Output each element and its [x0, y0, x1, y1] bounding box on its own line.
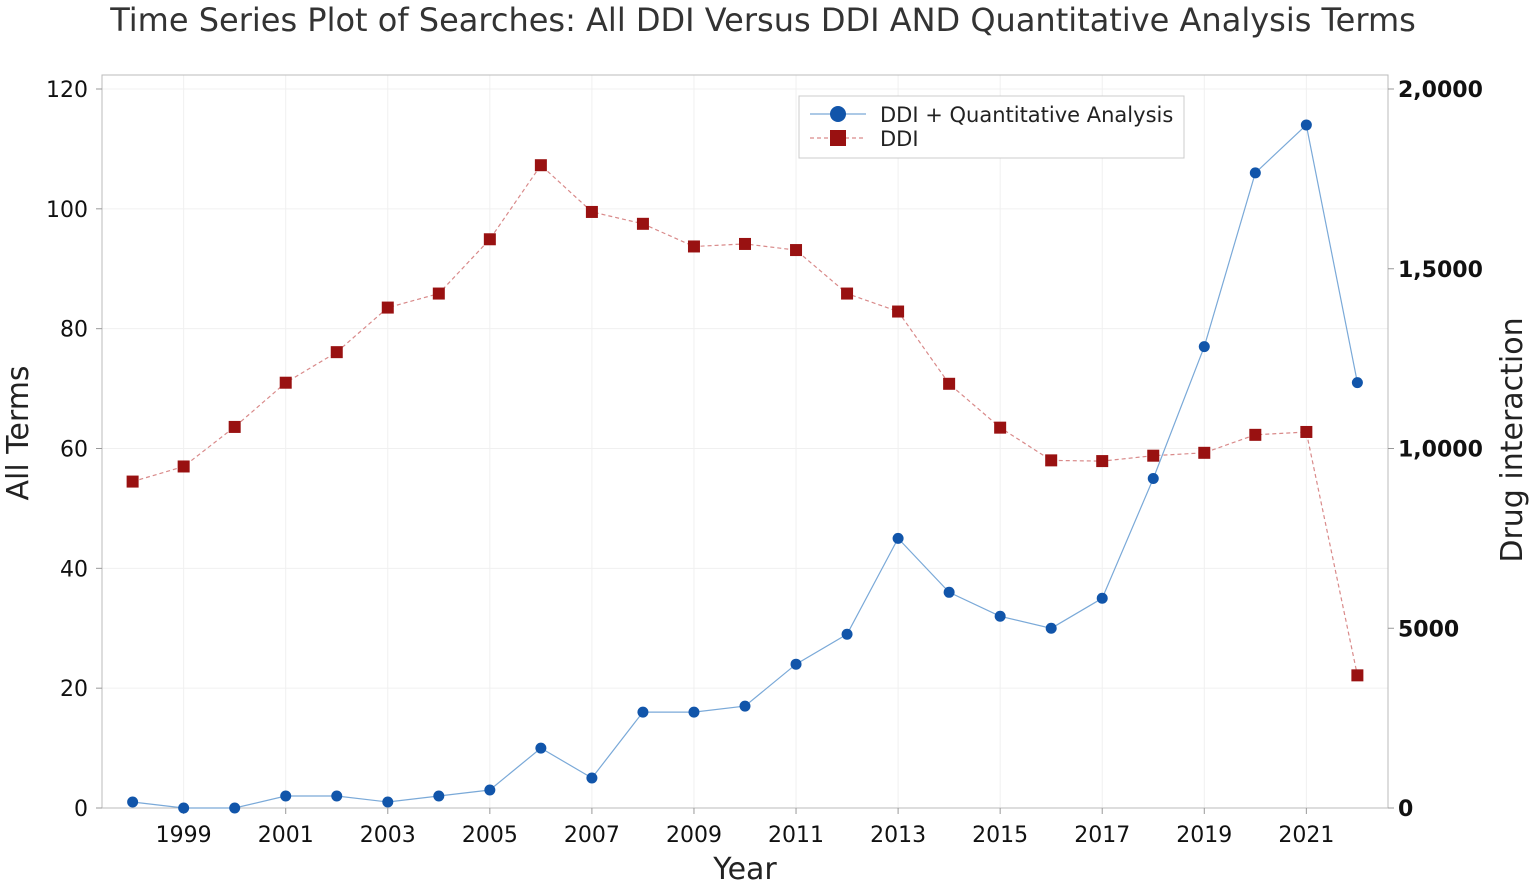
point-ddi-2008 [636, 217, 649, 230]
y-right-tick-label: 1,0000 [1398, 438, 1483, 463]
x-tick-label: 2019 [1176, 823, 1232, 848]
y-tick-label: 60 [60, 438, 88, 463]
y-tick-label: 0 [74, 797, 88, 822]
y-tick-label: 100 [46, 198, 88, 223]
legend: DDI + Quantitative Analysis DDI [798, 95, 1185, 159]
point-ddi-qa-2016 [1045, 622, 1057, 634]
point-ddi-2019 [1198, 446, 1211, 459]
point-ddi-2015 [994, 421, 1007, 434]
point-ddi-qa-2005 [484, 784, 496, 796]
series-lines [126, 119, 1364, 814]
x-tick-label: 2015 [972, 823, 1028, 848]
point-ddi-qa-2002 [331, 790, 343, 802]
point-ddi-2005 [483, 233, 496, 246]
y-tick-label: 80 [60, 318, 88, 343]
point-ddi-qa-2011 [790, 658, 802, 670]
point-ddi-qa-2010 [739, 700, 751, 712]
x-tick-label: 1999 [156, 823, 212, 848]
y-tick-label: 40 [60, 557, 88, 582]
plot-area [101, 74, 1389, 809]
point-ddi-2006 [534, 159, 547, 172]
point-ddi-qa-2006 [535, 742, 547, 754]
point-ddi-2001 [279, 376, 292, 389]
y-right-tick-label: 5000 [1398, 617, 1459, 642]
point-ddi-qa-2018 [1147, 472, 1159, 484]
point-ddi-qa-2000 [229, 802, 241, 814]
legend-marker-ddi-qa [830, 106, 846, 122]
point-ddi-2012 [841, 287, 854, 300]
point-ddi-2017 [1096, 455, 1109, 468]
point-ddi-2000 [228, 420, 241, 433]
point-ddi-2007 [585, 205, 598, 218]
x-tick-label: 2001 [258, 823, 314, 848]
point-ddi-qa-2020 [1249, 167, 1261, 179]
point-ddi-qa-2017 [1096, 592, 1108, 604]
x-axis: 1999 2001 2003 2005 2007 2009 2011 2013 2015 2017… [156, 808, 1334, 848]
point-ddi-2002 [330, 346, 343, 359]
y-tick-label: 120 [46, 78, 88, 103]
point-ddi-qa-2001 [280, 790, 292, 802]
y-right-tick-label: 0 [1398, 797, 1413, 822]
y-axis-right: 0 5000 1,0000 1,5000 2,0000 [1388, 78, 1483, 822]
x-tick-label: 2003 [360, 823, 416, 848]
point-ddi-qa-2008 [637, 706, 649, 718]
x-axis-label: Year [712, 852, 777, 886]
point-ddi-qa-2019 [1198, 341, 1210, 353]
x-tick-label: 2009 [666, 823, 722, 848]
point-ddi-qa-1999 [178, 802, 190, 814]
x-tick-label: 2013 [870, 823, 926, 848]
legend-label-ddi: DDI [880, 127, 919, 151]
y-axis-label-right: Drug interaction [1495, 317, 1530, 562]
y-right-tick-label: 1,5000 [1398, 258, 1483, 283]
point-ddi-2021 [1300, 425, 1313, 438]
point-ddi-2014 [943, 377, 956, 390]
x-tick-label: 2017 [1074, 823, 1130, 848]
legend-box [798, 95, 1185, 159]
legend-marker-ddi [830, 130, 846, 146]
point-ddi-2018 [1147, 449, 1160, 462]
point-ddi-2022 [1351, 669, 1364, 682]
y-axis-label-left: All Terms [1, 365, 36, 500]
point-ddi-qa-2004 [433, 790, 445, 802]
point-ddi-2003 [381, 301, 394, 314]
point-ddi-2016 [1045, 454, 1058, 467]
x-tick-label: 2021 [1278, 823, 1334, 848]
legend-label-ddi-qa: DDI + Quantitative Analysis [880, 103, 1173, 127]
y-axis-left: 0 20 40 60 80 100 120 [46, 78, 102, 822]
point-ddi-qa-2012 [841, 628, 853, 640]
point-ddi-qa-2013 [892, 532, 904, 544]
point-ddi-2020 [1249, 428, 1262, 441]
point-ddi-qa-2009 [688, 706, 700, 718]
point-ddi-qa-2007 [586, 772, 598, 784]
chart-title: Time Series Plot of Searches: All DDI Ve… [109, 1, 1416, 39]
point-ddi-qa-1998 [127, 796, 139, 808]
point-ddi-1999 [177, 460, 190, 473]
point-ddi-2010 [739, 237, 751, 250]
point-ddi-qa-2014 [943, 586, 955, 598]
y-right-tick-label: 2,0000 [1398, 78, 1483, 103]
point-ddi-qa-2003 [382, 796, 394, 808]
point-ddi-2013 [892, 305, 905, 318]
y-tick-label: 20 [60, 677, 88, 702]
point-ddi-qa-2022 [1351, 377, 1363, 389]
x-tick-label: 2005 [462, 823, 518, 848]
point-ddi-qa-2015 [994, 610, 1006, 622]
x-tick-label: 2007 [564, 823, 620, 848]
point-ddi-2011 [790, 244, 803, 257]
point-ddi-1998 [126, 475, 139, 488]
point-ddi-qa-2021 [1300, 119, 1312, 131]
point-ddi-2004 [432, 287, 445, 300]
gridlines [102, 75, 1388, 809]
x-tick-label: 2011 [768, 823, 824, 848]
point-ddi-2009 [687, 240, 700, 253]
